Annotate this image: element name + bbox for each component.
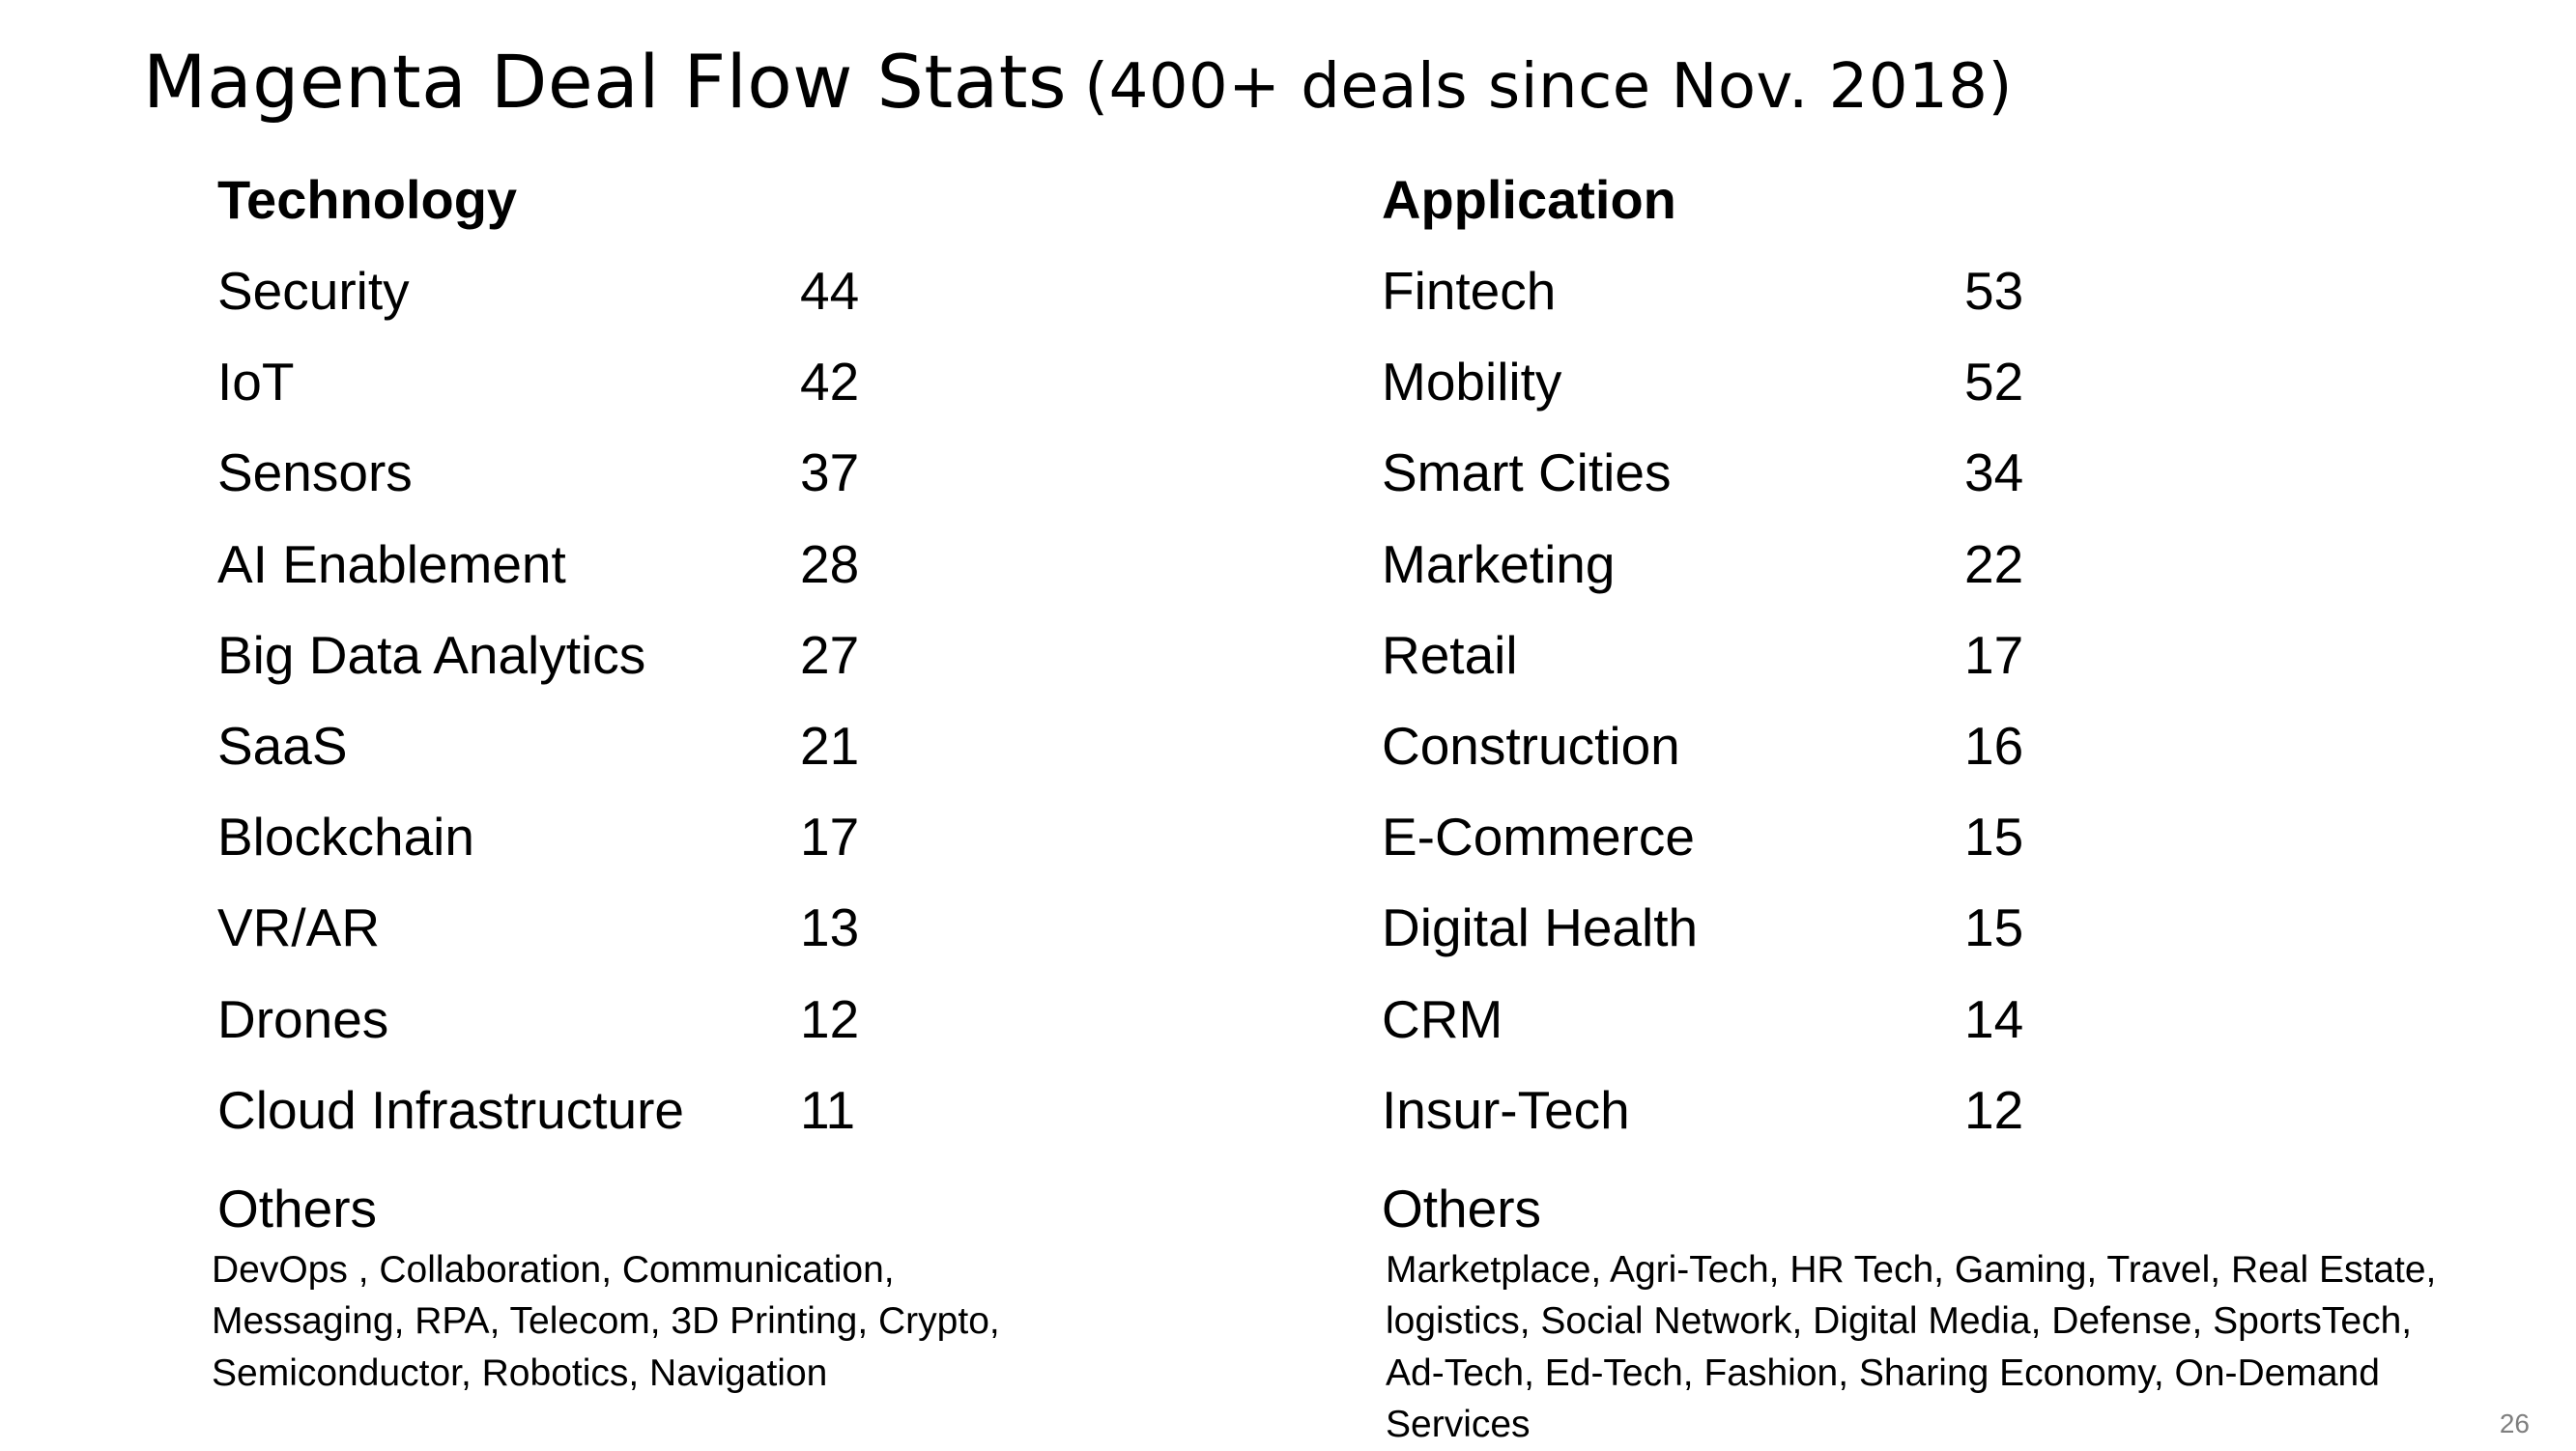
page-number: 26 xyxy=(2499,1408,2530,1438)
table-row: AI Enablement 28 xyxy=(217,519,1062,610)
application-heading: Application xyxy=(1382,169,1676,230)
table-row: Cloud Infrastructure 11 xyxy=(217,1065,1062,1155)
application-others-heading: Others xyxy=(1382,1178,1542,1238)
category-label: VR/AR xyxy=(217,897,381,958)
table-row: Retail 17 xyxy=(1382,610,2468,700)
deal-count: 15 xyxy=(1964,897,2024,958)
category-label: Cloud Infrastructure xyxy=(217,1079,684,1140)
table-row: Digital Health 15 xyxy=(1382,882,2468,973)
deal-count: 34 xyxy=(1964,442,2024,503)
table-row: E-Commerce 15 xyxy=(1382,791,2468,882)
table-row: Big Data Analytics 27 xyxy=(217,610,1062,700)
slide-title: Magenta Deal Flow Stats (400+ deals since… xyxy=(143,39,2013,130)
application-others-list: Marketplace, Agri-Tech, HR Tech, Gaming,… xyxy=(1386,1248,2437,1446)
deal-count: 17 xyxy=(1964,624,2024,685)
table-row: Smart Cities 34 xyxy=(1382,427,2468,518)
deal-count: 13 xyxy=(800,897,860,958)
deal-count: 21 xyxy=(800,716,860,777)
table-row: Sensors 37 xyxy=(217,427,1062,518)
deal-count: 15 xyxy=(1964,807,2024,868)
deal-count: 16 xyxy=(1964,716,2024,777)
category-label: Marketing xyxy=(1382,533,1616,594)
deal-count: 28 xyxy=(800,533,860,594)
table-row: Blockchain 17 xyxy=(217,791,1062,882)
category-label: Blockchain xyxy=(217,807,474,868)
title-text: Magenta Deal Flow Stats xyxy=(143,39,1068,125)
table-row: Insur-Tech 12 xyxy=(1382,1065,2468,1155)
deal-count: 27 xyxy=(800,624,860,685)
table-row: IoT 42 xyxy=(217,336,1062,427)
deal-count: 53 xyxy=(1964,261,2024,322)
deal-count: 37 xyxy=(800,442,860,503)
category-label: IoT xyxy=(217,352,295,413)
deal-count: 52 xyxy=(1964,352,2024,413)
category-label: Digital Health xyxy=(1382,897,1699,958)
category-label: Fintech xyxy=(1382,261,1557,322)
table-row: Fintech 53 xyxy=(1382,245,2468,336)
category-label: Sensors xyxy=(217,442,413,503)
table-row: Mobility 52 xyxy=(1382,336,2468,427)
category-label: E-Commerce xyxy=(1382,807,1695,868)
deal-count: 42 xyxy=(800,352,860,413)
table-row: VR/AR 13 xyxy=(217,882,1062,973)
technology-others-list: DevOps , Collaboration, Communication, M… xyxy=(212,1248,1000,1394)
technology-heading: Technology xyxy=(217,169,518,230)
technology-column: Technology Security 44 IoT 42 Sensors 37… xyxy=(212,155,1062,1399)
category-label: Insur-Tech xyxy=(1382,1079,1630,1140)
deal-count: 17 xyxy=(800,807,860,868)
category-label: SaaS xyxy=(217,716,348,777)
category-label: Construction xyxy=(1382,716,1680,777)
application-column: Application Fintech 53 Mobility 52 Smart… xyxy=(1382,155,2468,1451)
table-row: Marketing 22 xyxy=(1382,519,2468,610)
table-row: SaaS 21 xyxy=(217,700,1062,791)
category-label: CRM xyxy=(1382,988,1503,1049)
category-label: AI Enablement xyxy=(217,533,566,594)
deal-count: 11 xyxy=(800,1079,856,1140)
category-label: Mobility xyxy=(1382,352,1562,413)
deal-count: 12 xyxy=(800,988,860,1049)
table-row: Construction 16 xyxy=(1382,700,2468,791)
table-row: CRM 14 xyxy=(1382,974,2468,1065)
technology-others-heading: Others xyxy=(217,1178,378,1238)
table-row: Security 44 xyxy=(217,245,1062,336)
category-label: Big Data Analytics xyxy=(217,624,646,685)
table-row: Drones 12 xyxy=(217,974,1062,1065)
category-label: Smart Cities xyxy=(1382,442,1672,503)
category-label: Drones xyxy=(217,988,389,1049)
subtitle-text: (400+ deals since Nov. 2018) xyxy=(1084,51,2013,123)
deal-count: 44 xyxy=(800,261,860,322)
category-label: Security xyxy=(217,261,410,322)
deal-count: 14 xyxy=(1964,988,2024,1049)
category-label: Retail xyxy=(1382,624,1518,685)
deal-count: 12 xyxy=(1964,1079,2024,1140)
deal-count: 22 xyxy=(1964,533,2024,594)
